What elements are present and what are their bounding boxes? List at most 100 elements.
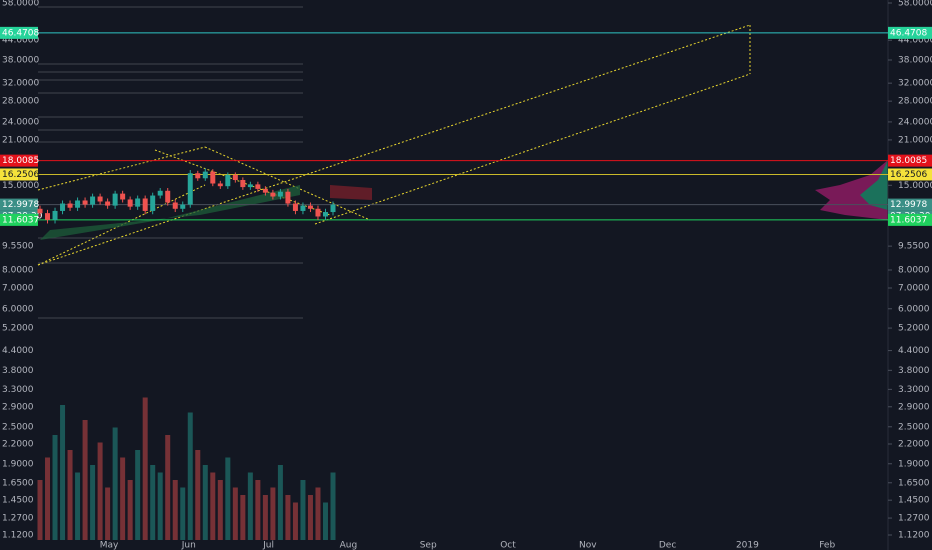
candle-body [225, 174, 231, 187]
y-tick-label-left: 1.6500 [2, 478, 34, 488]
candle-body [120, 193, 126, 200]
candle-body [97, 196, 103, 202]
volume-bar [292, 502, 298, 540]
candle-body [292, 203, 298, 211]
y-tick-label-left: 2.5000 [2, 422, 34, 432]
y-tick-label-left: 1.2700 [2, 514, 34, 524]
volume-bar [210, 472, 216, 540]
y-tick-label-left: 1.1200 [2, 531, 34, 541]
price-label-box [888, 213, 932, 226]
volume-bar [300, 480, 306, 540]
volume-bar [202, 465, 208, 540]
y-tick-label-left: 44.0000 [2, 36, 39, 46]
volume-bar [277, 465, 283, 540]
candle-body [315, 208, 321, 217]
price-label-box [888, 198, 932, 211]
volume-bar [90, 465, 96, 540]
x-tick-label: May [100, 541, 119, 550]
candle-body [240, 179, 246, 188]
price-label: 11.6037 [890, 215, 927, 225]
volume-bar [232, 487, 238, 540]
y-tick-label: 6.0000 [898, 304, 930, 314]
candle-body [105, 201, 111, 206]
volume-bar [150, 465, 156, 540]
price-label: 16.2506 [2, 170, 39, 180]
x-tick-label: Jun [181, 541, 196, 550]
y-tick-label-left: 15.0000 [2, 181, 39, 191]
candle-body [187, 173, 193, 205]
price-label-box [888, 26, 932, 39]
y-tick-label-left: 3.3000 [2, 385, 34, 395]
candle-body [217, 183, 223, 187]
price-label-box [0, 198, 38, 211]
candle-body [232, 174, 238, 180]
volume-bar [285, 495, 291, 540]
candle-body [172, 202, 178, 209]
volume-bar [172, 480, 178, 540]
price-label: 16.2506 [890, 170, 927, 180]
candle-body [37, 208, 43, 214]
y-tick-label-left: 24.0000 [2, 117, 39, 127]
y-tick-label: 1.9000 [898, 459, 930, 469]
candle-body [322, 212, 328, 217]
volume-bar [217, 480, 223, 540]
y-tick-label: 21.0000 [898, 135, 932, 145]
candle-body [157, 190, 163, 196]
y-tick-label-left: 32.0000 [2, 79, 39, 89]
candle-body [135, 198, 141, 207]
x-tick-label: 2019 [736, 541, 759, 550]
fib-levels [38, 6, 303, 319]
y-tick-label: 38.0000 [898, 55, 932, 65]
y-tick-label: 28.0000 [898, 97, 932, 107]
volume-bar [307, 495, 313, 540]
y-tick-label-left: 5.2000 [2, 324, 34, 334]
volume-bar [262, 495, 268, 540]
candle-body [330, 204, 336, 213]
volume-bar [37, 480, 43, 540]
volume-bar [75, 472, 81, 540]
y-tick-label: 4.4000 [898, 346, 930, 356]
candle-body [52, 210, 58, 220]
x-tick-label: Dec [659, 541, 676, 550]
price-label: 46.4708 [890, 28, 927, 38]
y-tick-label: 1.6500 [898, 478, 930, 488]
volume-bar [270, 487, 276, 540]
y-tick-label-left: 28.0000 [2, 97, 39, 107]
y-tick-label: 1.1200 [898, 531, 930, 541]
price-label-box [0, 213, 38, 226]
candle-body [202, 171, 208, 179]
price-label: 12.9978 [2, 200, 39, 210]
volume-bar [127, 480, 133, 540]
y-tick-label-left: 21.0000 [2, 135, 39, 145]
candle-body [45, 213, 51, 220]
x-tick-label: Oct [500, 541, 516, 550]
volume-bar [45, 457, 51, 540]
volume-bar [255, 480, 261, 540]
volume-bar [315, 487, 321, 540]
candle-body [82, 200, 88, 205]
candle-body [180, 204, 186, 209]
candle-body [270, 192, 276, 197]
volume-bar [240, 495, 246, 540]
x-tick-label: Nov [579, 541, 597, 550]
volume-bar [330, 472, 336, 540]
candle-body [142, 198, 148, 211]
y-tick-label: 3.8000 [898, 366, 930, 376]
price-label: 18.0085 [2, 156, 39, 166]
x-tick-label: Sep [420, 541, 437, 550]
price-label: 11.6037 [2, 215, 39, 225]
volume-bar [157, 472, 163, 540]
y-tick-label-left: 7.0000 [2, 284, 34, 294]
price-label-box [0, 168, 38, 181]
y-tick-label: 3.3000 [898, 385, 930, 395]
volume-bar [187, 412, 193, 540]
candle-body [247, 184, 253, 188]
volume-bar [135, 450, 141, 540]
y-tick-label: 9.5500 [898, 242, 930, 252]
volume-bar [105, 487, 111, 540]
volume-bar [97, 442, 103, 540]
y-tick-label: 24.0000 [898, 117, 932, 127]
volume-bar [247, 472, 253, 540]
